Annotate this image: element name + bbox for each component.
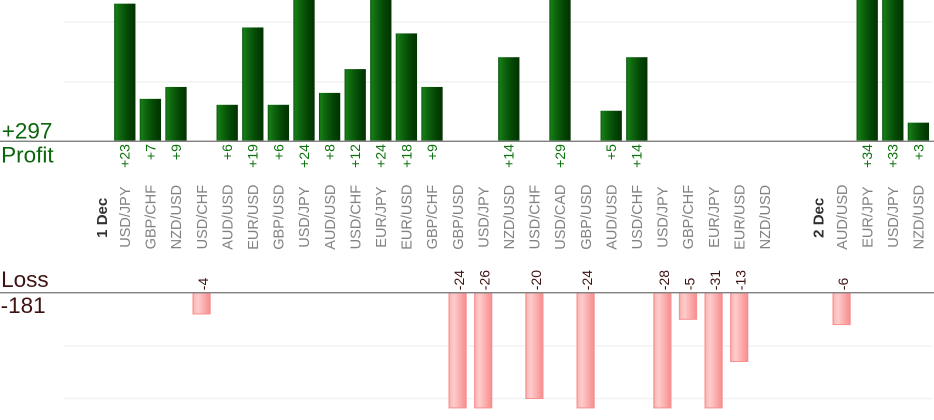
svg-text:+8: +8 <box>322 144 338 160</box>
svg-text:EUR/JPY: EUR/JPY <box>374 186 390 248</box>
svg-text:USD/JPY: USD/JPY <box>476 186 492 248</box>
svg-text:+297: +297 <box>2 118 53 143</box>
svg-text:Profit: Profit <box>1 143 54 168</box>
svg-text:NZD/USD: NZD/USD <box>912 185 928 249</box>
svg-text:+34: +34 <box>859 144 875 168</box>
svg-text:GBP/CHF: GBP/CHF <box>144 185 160 250</box>
svg-text:+24: +24 <box>373 144 389 168</box>
svg-text:EUR/JPY: EUR/JPY <box>707 186 723 248</box>
svg-text:-13: -13 <box>733 270 749 290</box>
svg-text:GBP/USD: GBP/USD <box>451 184 467 249</box>
svg-text:1 Dec: 1 Dec <box>94 198 111 238</box>
svg-text:+14: +14 <box>501 144 517 168</box>
svg-text:GBP/USD: GBP/USD <box>579 184 595 249</box>
svg-text:-24: -24 <box>451 270 467 290</box>
svg-text:NZD/USD: NZD/USD <box>758 185 774 249</box>
svg-text:-24: -24 <box>579 270 595 290</box>
svg-text:-181: -181 <box>1 293 46 318</box>
svg-text:USD/JPY: USD/JPY <box>656 186 672 248</box>
svg-text:EUR/USD: EUR/USD <box>246 184 262 249</box>
svg-text:-6: -6 <box>835 278 851 291</box>
svg-text:+5: +5 <box>603 144 619 160</box>
svg-text:+7: +7 <box>142 144 158 160</box>
svg-text:AUD/USD: AUD/USD <box>835 184 851 249</box>
svg-text:GBP/USD: GBP/USD <box>272 184 288 249</box>
svg-text:USD/JPY: USD/JPY <box>118 186 134 248</box>
svg-text:-4: -4 <box>195 278 211 291</box>
svg-text:EUR/USD: EUR/USD <box>400 184 416 249</box>
svg-text:2 Dec: 2 Dec <box>811 198 828 238</box>
svg-text:AUD/USD: AUD/USD <box>323 184 339 249</box>
svg-text:USD/CHF: USD/CHF <box>528 185 544 250</box>
svg-text:USD/JPY: USD/JPY <box>886 186 902 248</box>
svg-text:+33: +33 <box>885 144 901 168</box>
svg-text:GBP/CHF: GBP/CHF <box>681 185 697 250</box>
svg-text:Loss: Loss <box>1 267 49 292</box>
svg-text:+23: +23 <box>117 144 133 168</box>
svg-text:-31: -31 <box>707 270 723 290</box>
svg-text:-26: -26 <box>477 270 493 290</box>
svg-text:USD/CHF: USD/CHF <box>195 185 211 250</box>
svg-text:+24: +24 <box>296 144 312 168</box>
svg-text:NZD/USD: NZD/USD <box>502 185 518 249</box>
svg-text:GBP/CHF: GBP/CHF <box>425 185 441 250</box>
svg-text:+12: +12 <box>347 144 363 168</box>
svg-text:USD/JPY: USD/JPY <box>297 186 313 248</box>
svg-text:+29: +29 <box>552 144 568 168</box>
svg-text:-5: -5 <box>682 278 698 291</box>
svg-text:NZD/USD: NZD/USD <box>169 185 185 249</box>
svg-text:AUD/USD: AUD/USD <box>220 184 236 249</box>
svg-text:+14: +14 <box>629 144 645 168</box>
svg-text:+6: +6 <box>219 144 235 160</box>
svg-text:USD/CHF: USD/CHF <box>348 185 364 250</box>
svg-text:USD/CHF: USD/CHF <box>630 185 646 250</box>
svg-text:-28: -28 <box>656 270 672 290</box>
svg-text:+9: +9 <box>168 144 184 160</box>
svg-text:+18: +18 <box>398 144 414 168</box>
svg-text:-20: -20 <box>528 270 544 290</box>
svg-text:EUR/JPY: EUR/JPY <box>860 186 876 248</box>
svg-text:+19: +19 <box>245 144 261 168</box>
svg-text:EUR/USD: EUR/USD <box>732 184 748 249</box>
svg-text:+3: +3 <box>910 144 926 160</box>
svg-text:AUD/USD: AUD/USD <box>604 184 620 249</box>
svg-text:+9: +9 <box>424 144 440 160</box>
svg-text:+6: +6 <box>270 144 286 160</box>
svg-text:USD/CAD: USD/CAD <box>553 184 569 249</box>
